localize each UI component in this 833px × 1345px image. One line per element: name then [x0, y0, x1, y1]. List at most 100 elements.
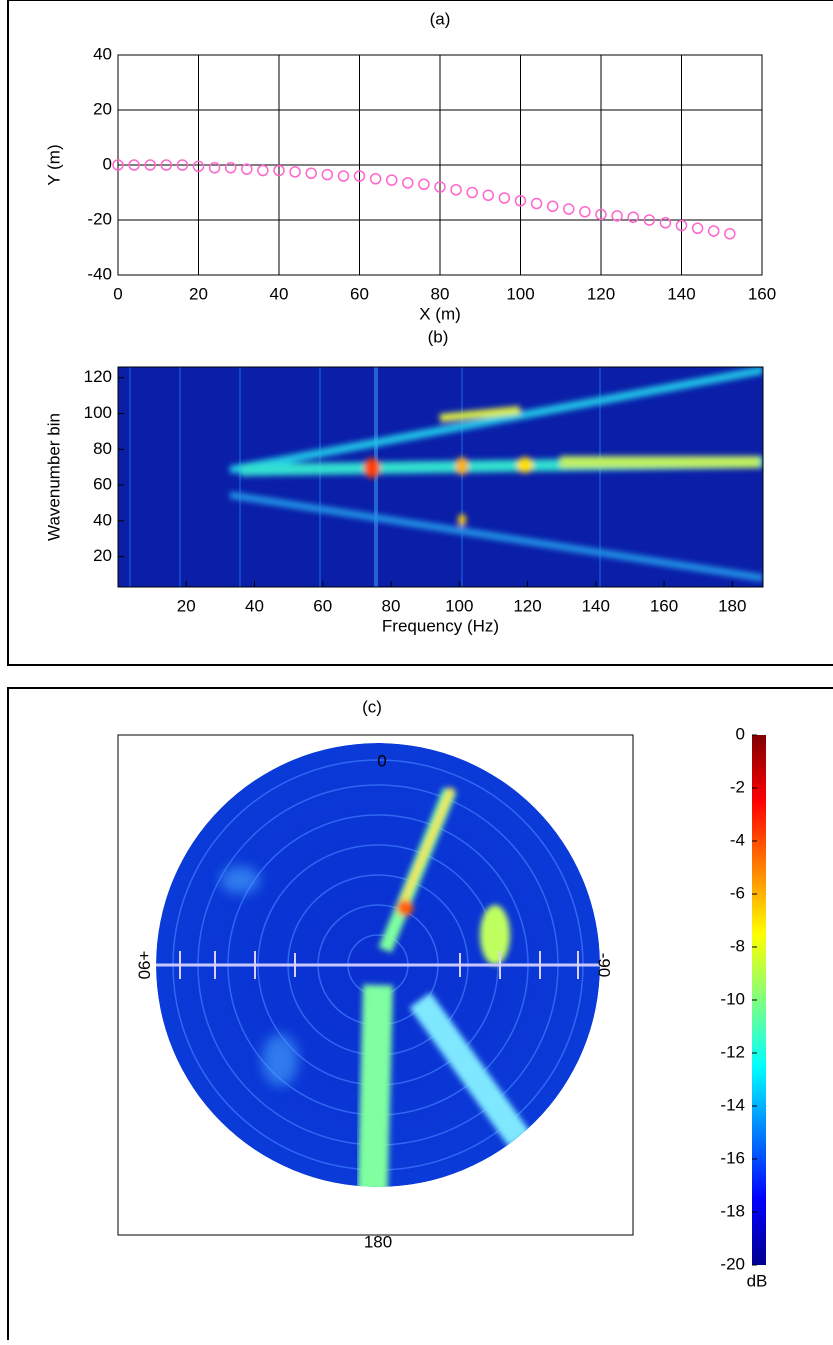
- angle-label: +90: [135, 951, 154, 980]
- y-tick-label: -40: [87, 264, 112, 283]
- x-axis-label: X (m): [419, 304, 461, 323]
- data-point: [257, 164, 269, 177]
- colorbar-tick-label: -14: [720, 1095, 745, 1114]
- colorbar: [752, 735, 766, 1265]
- data-point: [691, 222, 704, 234]
- colorbar-tick-label: -8: [730, 936, 745, 955]
- data-point: [643, 214, 656, 226]
- x-tick-label: 60: [313, 596, 332, 615]
- colorbar-tick-label: -2: [730, 777, 745, 796]
- data-point: [595, 208, 607, 221]
- data-point: [112, 159, 124, 171]
- data-point: [450, 184, 462, 196]
- axes-frame: [117, 734, 634, 1236]
- colorbar-tick-label: -4: [730, 830, 745, 849]
- spectrogram: [118, 367, 763, 587]
- x-tick-label: 160: [748, 284, 776, 303]
- x-axis-label: Frequency (Hz): [382, 616, 499, 635]
- y-axis-label: Y (m): [44, 144, 63, 185]
- data-point: [546, 200, 559, 212]
- x-tick-label: 20: [189, 284, 208, 303]
- data-point: [176, 159, 189, 171]
- colorbar-tick-label: -6: [730, 883, 745, 902]
- data-point: [579, 206, 591, 218]
- x-tick-label: 40: [270, 284, 289, 303]
- data-point: [224, 162, 237, 174]
- data-point: [563, 203, 575, 215]
- data-point: [659, 217, 672, 229]
- data-point: [530, 197, 543, 210]
- colorbar-tick-label: 0: [736, 724, 745, 743]
- data-point: [144, 159, 156, 171]
- y-tick-label: 120: [84, 367, 112, 386]
- angle-label: 0: [377, 751, 386, 770]
- data-point: [385, 174, 398, 186]
- data-point: [514, 195, 527, 207]
- colorbar-tick-label: -16: [720, 1148, 745, 1167]
- axes-frame: [117, 54, 763, 276]
- y-tick-label: -20: [87, 209, 112, 228]
- x-tick-label: 100: [445, 596, 473, 615]
- data-point: [289, 166, 301, 178]
- x-tick-label: 140: [582, 596, 610, 615]
- data-point: [402, 177, 414, 189]
- y-tick-label: 0: [103, 154, 112, 173]
- x-tick-label: 60: [350, 284, 369, 303]
- y-tick-label: 80: [93, 439, 112, 458]
- data-point: [627, 211, 639, 223]
- data-point: [369, 173, 382, 185]
- panel-frame: [7, 687, 833, 1345]
- data-point: [273, 164, 285, 177]
- y-axis-label: Wavenumber bin: [44, 413, 63, 541]
- x-tick-label: 0: [113, 284, 122, 303]
- data-point: [241, 163, 253, 175]
- chart-title: (b): [428, 327, 449, 346]
- data-point: [434, 181, 446, 193]
- data-point: [482, 189, 495, 201]
- data-point: [337, 170, 350, 182]
- data-point: [675, 219, 688, 232]
- colorbar-tick-label: -12: [720, 1042, 745, 1061]
- panel-frame: [7, 0, 833, 666]
- x-tick-label: 40: [245, 596, 264, 615]
- chart-title: (a): [430, 9, 451, 28]
- axes-frame: [117, 366, 764, 588]
- x-tick-label: 120: [513, 596, 541, 615]
- colorbar-label: dB: [747, 1271, 768, 1290]
- data-point: [724, 228, 736, 240]
- data-point: [498, 192, 511, 204]
- data-point: [466, 186, 478, 199]
- angle-label: 180: [364, 1232, 392, 1251]
- y-tick-label: 60: [93, 475, 112, 494]
- angle-label: -90: [595, 953, 614, 978]
- chart-title: (c): [362, 697, 382, 716]
- data-point: [208, 162, 221, 174]
- x-tick-label: 100: [506, 284, 534, 303]
- data-point: [321, 168, 334, 181]
- y-tick-label: 100: [84, 403, 112, 422]
- x-tick-label: 80: [431, 284, 450, 303]
- data-point: [160, 159, 173, 171]
- y-tick-label: 20: [93, 99, 112, 118]
- polar-map: [156, 743, 600, 1187]
- x-tick-label: 160: [650, 596, 678, 615]
- x-tick-label: 80: [382, 596, 401, 615]
- data-point: [128, 159, 140, 171]
- x-tick-label: 180: [718, 596, 746, 615]
- data-point: [611, 210, 623, 222]
- data-point: [353, 170, 366, 182]
- data-point: [707, 225, 720, 237]
- colorbar-tick-label: -18: [720, 1201, 745, 1220]
- data-point: [418, 178, 430, 190]
- x-tick-label: 120: [587, 284, 615, 303]
- x-tick-label: 140: [667, 284, 695, 303]
- colorbar-tick-label: -20: [720, 1254, 745, 1273]
- y-tick-label: 40: [93, 44, 112, 63]
- colorbar-tick-label: -10: [720, 989, 745, 1008]
- data-point: [192, 160, 205, 173]
- y-tick-label: 20: [93, 546, 112, 565]
- y-tick-label: 40: [93, 510, 112, 529]
- data-point: [305, 167, 317, 179]
- x-tick-label: 20: [177, 596, 196, 615]
